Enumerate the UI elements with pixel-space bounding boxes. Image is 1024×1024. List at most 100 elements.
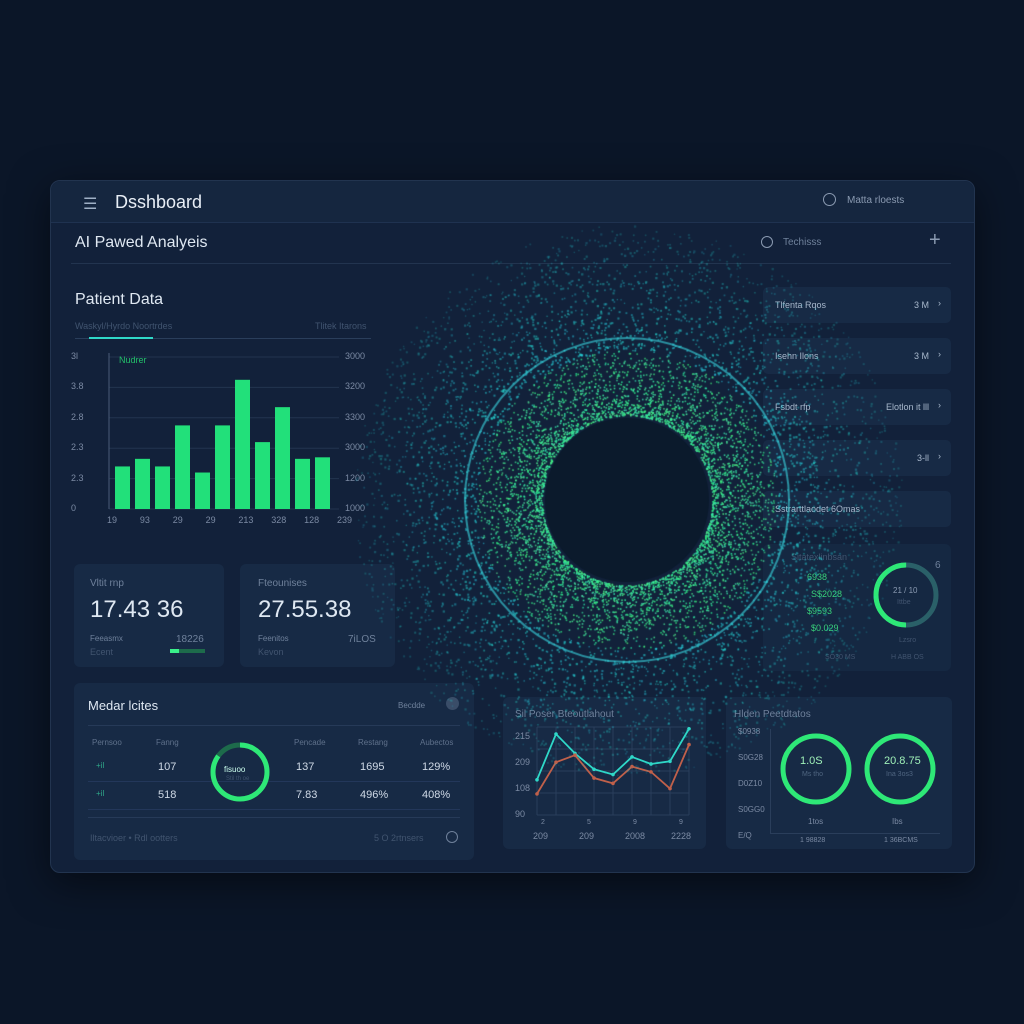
row-divider xyxy=(88,781,460,782)
tab-right[interactable]: Tlitek Itarons xyxy=(315,321,367,331)
stat-foot: Ecent xyxy=(90,647,114,657)
x-tick: 328 xyxy=(271,515,287,525)
user-icon[interactable] xyxy=(823,193,836,206)
stat-label: Fteounises xyxy=(258,578,307,589)
list-item[interactable]: Tlfenta Rqos 3 M › xyxy=(763,287,951,323)
mini-value: 6938 xyxy=(807,572,828,582)
list-item[interactable]: Fsbdt rfp Elotlon it lll › xyxy=(763,389,951,425)
column-header: Fanng xyxy=(156,738,179,747)
y-tick: S0G28 xyxy=(738,753,763,762)
x-tick: 213 xyxy=(238,515,254,525)
panel-action[interactable]: Becdde xyxy=(398,701,426,710)
bar-chart: 3l 3000 3.8 3200 2.8 3300 2.3 3000 2.3 1200 0 1000 N… xyxy=(69,349,379,529)
column-header: Pernsoo xyxy=(92,738,122,747)
donut-sub: Stil th oe xyxy=(226,776,250,782)
x-tick: 128 xyxy=(304,515,320,525)
ring-sub: Ina 3os3 xyxy=(886,771,913,778)
bar xyxy=(255,442,270,509)
x-label: 2228 xyxy=(671,831,692,841)
ring-text: 21 / 10 xyxy=(893,586,918,595)
progress-ring xyxy=(780,733,852,805)
divider xyxy=(88,725,460,726)
panel-title: Hlden Peetdtatos xyxy=(734,709,811,720)
ring-label: 1tos xyxy=(808,817,824,826)
y-tick: E/Q xyxy=(738,831,752,840)
list-item-value: Elotlon it lll xyxy=(885,402,929,412)
y-tick: 215 xyxy=(515,731,531,741)
ring-value: 20.8.75 xyxy=(884,755,921,767)
y-tick: D0Z10 xyxy=(738,779,763,788)
data-point xyxy=(668,759,672,764)
y-tick-right: 3000 xyxy=(345,351,366,361)
portfolio-panel: Hlden Peetdtatos $0938 S0G28 D0Z10 S0GG0 E/Q… xyxy=(726,697,952,849)
y-tick: $0938 xyxy=(738,727,761,736)
bar xyxy=(235,379,250,509)
data-point xyxy=(649,762,653,766)
list-item[interactable]: Sstrarttlaodet 6Omas xyxy=(763,491,951,527)
stat-sub-value: 18226 xyxy=(176,634,204,645)
y-tick-right: 1200 xyxy=(345,472,366,483)
data-point xyxy=(668,786,672,791)
row-divider xyxy=(88,809,460,810)
stat-value: 17.43 36 xyxy=(90,596,184,623)
check-icon[interactable] xyxy=(446,697,459,710)
ring-foot: 1 98828 xyxy=(800,837,826,844)
bar xyxy=(175,425,190,509)
data-point xyxy=(687,726,691,731)
divider xyxy=(71,263,951,264)
y-tick-left: 2.3 xyxy=(71,472,84,483)
x-tick: 2 xyxy=(541,819,545,826)
ring-value: 1.0S xyxy=(800,755,823,767)
add-button[interactable]: + xyxy=(929,229,941,251)
data-point xyxy=(535,778,539,782)
legend-label: Nudrer xyxy=(119,355,147,365)
patient-title: Patient Data xyxy=(75,291,164,308)
list-item-value: 3 M xyxy=(913,300,929,310)
circle-icon[interactable] xyxy=(446,831,458,843)
stat-card-2: Fteounises 27.55.38 Feenitos 7iLOS Kevon xyxy=(240,564,395,667)
menu-icon[interactable]: ☰ xyxy=(83,196,98,213)
data-point xyxy=(573,753,577,757)
table-cell: 496% xyxy=(360,789,389,801)
data-point xyxy=(630,764,634,769)
x-label: 209 xyxy=(533,831,549,841)
footer-right: 5 O 2rtnsers xyxy=(374,833,424,843)
mini-ring xyxy=(873,562,939,628)
tab-left[interactable]: Waskyl/Hyrdo Noortrdes xyxy=(75,321,173,331)
stat-value: 27.55.38 xyxy=(258,596,352,623)
data-point xyxy=(592,776,596,780)
list-item-label: Fsbdt rfp xyxy=(775,402,811,412)
column-header: Pencade xyxy=(294,738,326,747)
header-bar: ☰ Dsshboard Matta rloests xyxy=(51,181,974,223)
list-item[interactable]: 3-ll › xyxy=(763,440,951,476)
search-input[interactable]: Techisss xyxy=(783,237,822,248)
search-icon[interactable] xyxy=(761,236,773,248)
list-item-value: 3 M xyxy=(913,351,929,361)
table-cell: 107 xyxy=(158,761,177,773)
data-point xyxy=(554,732,558,736)
column-header: Aubectos xyxy=(420,738,454,747)
y-tick: 90 xyxy=(515,809,526,819)
y-tick-right: 3200 xyxy=(345,381,366,392)
y-tick-right: 3300 xyxy=(345,411,366,422)
bar xyxy=(295,458,310,509)
x-label: 2008 xyxy=(625,831,646,841)
bar xyxy=(115,466,130,509)
user-label[interactable]: Matta rloests xyxy=(847,195,905,206)
x-label: 209 xyxy=(579,831,595,841)
mini-value: $0.029 xyxy=(811,623,839,633)
ring-foot: 1 36BCMS xyxy=(884,837,918,844)
stat-progress-bar xyxy=(170,649,205,653)
table-cell: 129% xyxy=(422,761,451,773)
x-tick: 19 xyxy=(107,515,118,525)
x-tick: 239 xyxy=(337,515,353,525)
bar xyxy=(195,472,210,509)
ring-sub: Ittbe xyxy=(897,599,911,606)
y-tick: 209 xyxy=(515,757,531,767)
chevron-right-icon: › xyxy=(938,451,941,461)
list-item[interactable]: Isehn Ilons 3 M › xyxy=(763,338,951,374)
stat-sub-label: Feeasmx xyxy=(90,634,123,643)
y-tick: S0GG0 xyxy=(738,805,765,814)
mini-stats-panel: Sitatexlinbsan 6 6938 S$2028 $9593 $0.029 2… xyxy=(763,544,951,671)
data-point xyxy=(630,755,634,759)
